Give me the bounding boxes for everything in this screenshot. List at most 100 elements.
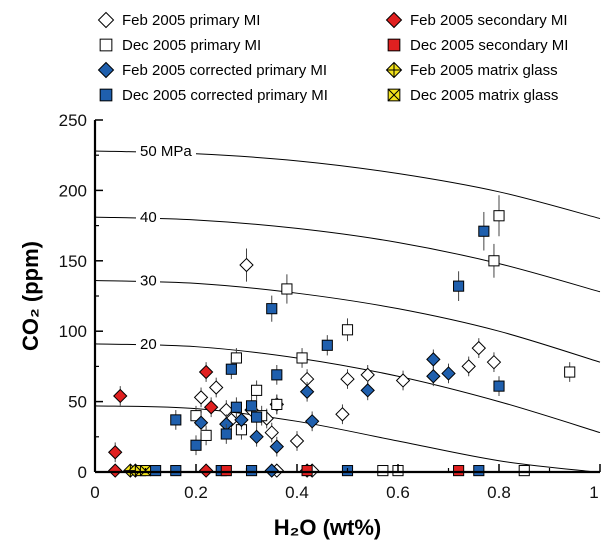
data-point bbox=[471, 340, 487, 356]
data-point bbox=[220, 465, 232, 477]
data-point bbox=[426, 369, 441, 384]
data-point bbox=[203, 400, 219, 415]
y-tick-label: 50 bbox=[68, 393, 87, 412]
series-dec-2005-secondary-mi bbox=[220, 465, 465, 477]
data-point bbox=[360, 367, 375, 383]
data-point bbox=[301, 465, 313, 477]
legend-item-dec-2005-primary-mi: Dec 2005 primary MI bbox=[99, 37, 261, 54]
data-point bbox=[264, 425, 279, 440]
isobar-curve-1 bbox=[94, 150, 601, 220]
data-point bbox=[453, 280, 465, 292]
axes: 0 0.2 0.4 0.6 0.8 1 0 50 100 150 200 250 bbox=[59, 111, 601, 502]
legend-item-dec-2005-corrected-primary-mi: Dec 2005 corrected primary MI bbox=[99, 87, 328, 104]
data-points bbox=[107, 195, 576, 478]
isobar-curves: 50 MPa 40 30 20 bbox=[94, 141, 601, 473]
data-point bbox=[269, 439, 285, 454]
data-point bbox=[225, 363, 237, 375]
isobar-label-20: 20 bbox=[140, 336, 157, 353]
y-tick-label: 100 bbox=[59, 322, 87, 341]
legend-label: Dec 2005 matrix glass bbox=[410, 87, 558, 104]
x-tick-label: 0.6 bbox=[386, 483, 410, 502]
legend: Feb 2005 primary MI Feb 2005 secondary MI… bbox=[97, 11, 568, 104]
legend-item-feb-2005-secondary-mi: Feb 2005 secondary MI bbox=[385, 11, 568, 29]
x-tick-label: 0.4 bbox=[285, 483, 309, 502]
data-point bbox=[478, 225, 490, 237]
data-point bbox=[360, 383, 375, 398]
data-point bbox=[170, 465, 182, 477]
data-point bbox=[245, 400, 258, 412]
legend-label: Feb 2005 secondary MI bbox=[410, 12, 568, 29]
series-dec-2005-matrix-glass bbox=[134, 465, 152, 477]
data-point bbox=[299, 384, 315, 399]
legend-item-dec-2005-matrix-glass: Dec 2005 matrix glass bbox=[387, 87, 558, 104]
data-point bbox=[518, 465, 530, 477]
series-dec-2005-primary-mi bbox=[190, 195, 576, 477]
data-point bbox=[340, 371, 355, 387]
data-point bbox=[488, 255, 500, 267]
data-point bbox=[113, 388, 128, 404]
data-point bbox=[170, 414, 182, 426]
x-tick-label: 0.8 bbox=[487, 483, 511, 502]
data-point bbox=[198, 463, 214, 478]
legend-label: Dec 2005 primary MI bbox=[122, 37, 261, 54]
legend-marker bbox=[99, 38, 113, 52]
data-point bbox=[264, 463, 279, 478]
data-point bbox=[289, 433, 305, 449]
data-point bbox=[493, 210, 505, 222]
data-point bbox=[200, 429, 212, 441]
x-tick-label: 0 bbox=[90, 483, 99, 502]
isobar-curve-3 bbox=[94, 280, 601, 363]
data-point bbox=[486, 354, 502, 370]
isobar-label-50-mpa: 50 MPa bbox=[140, 143, 192, 160]
data-point bbox=[281, 283, 293, 295]
isobar-label-backing bbox=[136, 141, 196, 159]
isobar-label-30: 30 bbox=[140, 273, 157, 290]
data-point bbox=[395, 373, 411, 388]
y-tick-label: 0 bbox=[78, 463, 87, 482]
data-point bbox=[271, 398, 283, 410]
legend-label: Feb 2005 primary MI bbox=[122, 12, 260, 29]
y-tick-label: 250 bbox=[59, 111, 87, 130]
legend-marker bbox=[99, 88, 113, 102]
data-point bbox=[230, 352, 242, 364]
y-tick-label: 150 bbox=[59, 252, 87, 271]
data-point bbox=[453, 465, 465, 477]
legend-marker bbox=[387, 88, 401, 102]
data-point bbox=[271, 369, 283, 381]
isobar-label-backing bbox=[136, 334, 160, 352]
legend-marker bbox=[387, 38, 401, 52]
isobar-label-backing bbox=[136, 208, 160, 226]
legend-marker bbox=[97, 11, 115, 29]
data-point bbox=[234, 412, 249, 428]
data-point bbox=[377, 465, 389, 477]
data-point bbox=[251, 384, 263, 396]
data-point bbox=[208, 380, 224, 395]
legend-item-feb-2005-primary-mi: Feb 2005 primary MI bbox=[97, 11, 260, 29]
data-point bbox=[564, 366, 576, 378]
x-tick-label: 1 bbox=[589, 483, 598, 502]
isobar-label-40: 40 bbox=[140, 209, 157, 226]
data-point bbox=[249, 429, 264, 445]
legend-label: Feb 2005 corrected primary MI bbox=[122, 62, 327, 79]
legend-marker bbox=[385, 61, 403, 79]
data-point bbox=[245, 465, 258, 477]
data-point bbox=[426, 352, 441, 367]
isobar-label-backing bbox=[136, 271, 160, 289]
data-point bbox=[461, 359, 476, 374]
data-point bbox=[296, 352, 308, 364]
legend-marker bbox=[97, 61, 115, 79]
x-axis-title: H₂O (wt%) bbox=[274, 515, 382, 540]
data-point bbox=[150, 465, 162, 477]
data-point bbox=[321, 339, 333, 351]
data-point bbox=[304, 414, 320, 429]
data-point bbox=[190, 439, 202, 451]
data-point bbox=[441, 366, 456, 381]
data-point bbox=[107, 445, 123, 460]
legend-label: Dec 2005 secondary MI bbox=[410, 37, 568, 54]
isobar-curve-5 bbox=[94, 405, 596, 473]
x-tick-label: 0.2 bbox=[184, 483, 208, 502]
legend-item-dec-2005-secondary-mi: Dec 2005 secondary MI bbox=[387, 37, 568, 54]
legend-marker bbox=[385, 11, 403, 29]
data-point bbox=[335, 407, 350, 422]
